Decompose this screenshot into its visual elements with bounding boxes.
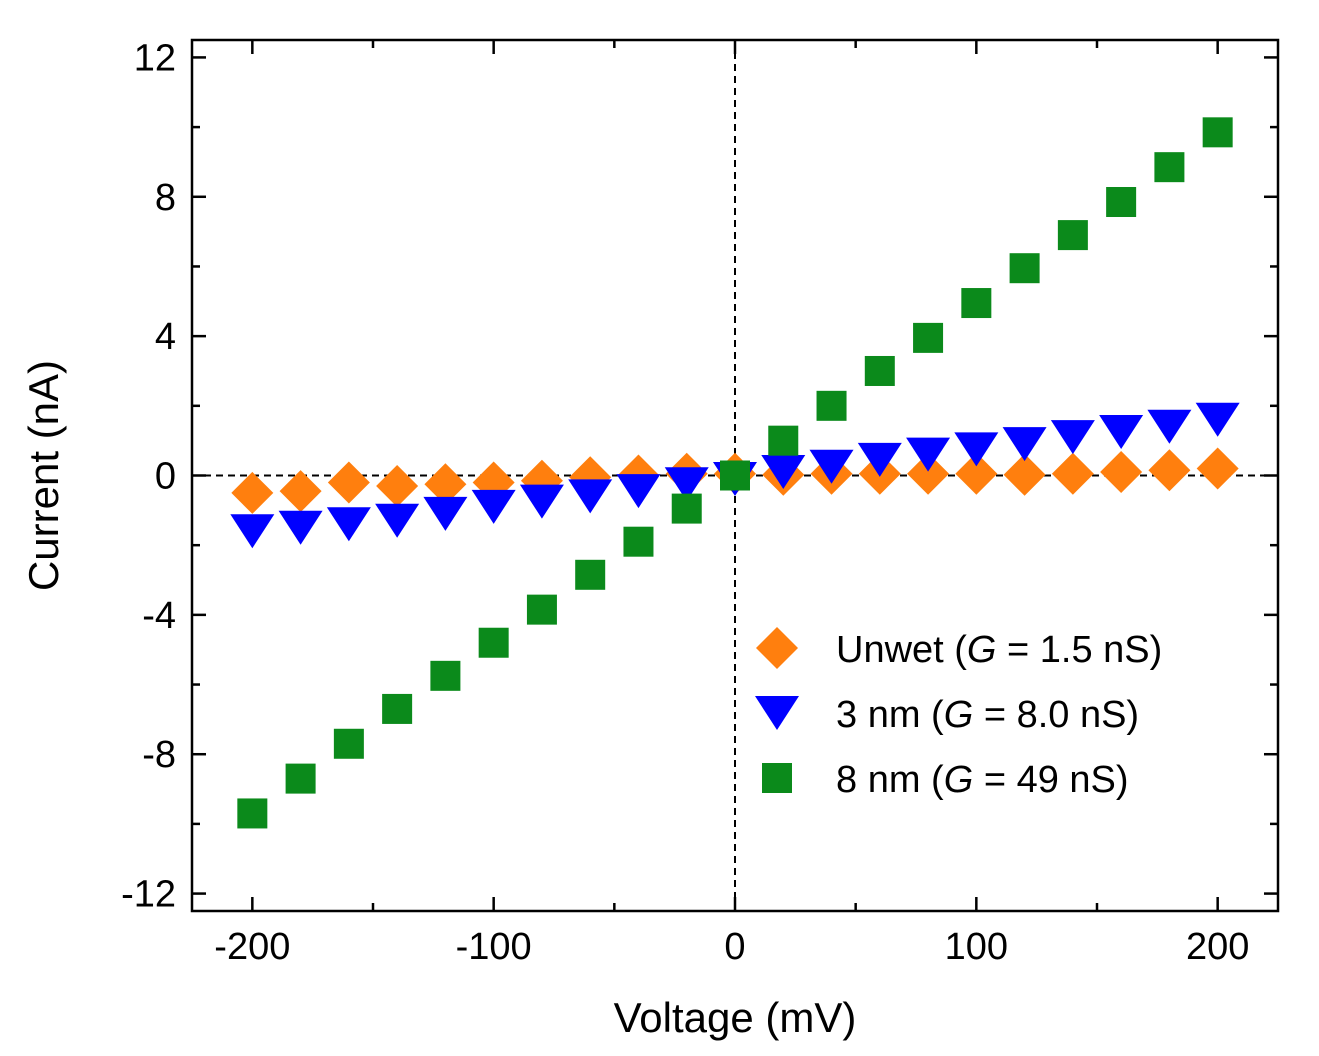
legend-marker-8-nm [762, 763, 792, 793]
data-point-3-nm [1099, 414, 1144, 449]
data-markers [230, 117, 1240, 829]
data-point-3-nm [471, 489, 516, 524]
y-tick-label: -8 [142, 734, 176, 776]
data-point-unwet [327, 461, 370, 504]
y-axis-label: Current (nA) [20, 360, 67, 591]
axis-ticks [192, 40, 1278, 911]
data-point-unwet [424, 463, 467, 506]
legend-g-symbol: G [967, 629, 997, 671]
data-point-unwet [1148, 449, 1191, 492]
data-point-8-nm [1154, 152, 1185, 183]
data-point-3-nm [1002, 427, 1047, 462]
data-point-3-nm [568, 479, 613, 514]
legend: Unwet (G = 1.5 nS)3 nm (G = 8.0 nS)8 nm … [755, 627, 1162, 801]
legend-marker-3-nm [755, 696, 799, 730]
data-point-3-nm [954, 432, 999, 467]
data-point-8-nm [961, 288, 992, 319]
data-point-3-nm [375, 503, 420, 538]
data-point-unwet [279, 470, 322, 513]
legend-label-3-nm: 3 nm (G = 8.0 nS) [836, 694, 1139, 736]
data-point-3-nm [423, 496, 468, 531]
data-point-8-nm [864, 355, 895, 386]
x-tick-label: 100 [945, 926, 1008, 968]
data-point-unwet [1100, 451, 1143, 494]
data-point-8-nm [430, 660, 461, 691]
y-tick-label: -12 [121, 874, 176, 916]
data-point-8-nm [1106, 187, 1137, 218]
data-point-8-nm [333, 728, 364, 759]
data-point-3-nm [1195, 402, 1240, 437]
x-axis-label: Voltage (mV) [614, 994, 857, 1041]
legend-label-prefix: Unwet ( [836, 629, 967, 671]
data-point-3-nm [230, 514, 275, 549]
y-tick-label: 8 [155, 177, 176, 219]
x-tick-label: -200 [214, 926, 290, 968]
data-point-3-nm [1147, 409, 1192, 444]
data-point-3-nm [857, 442, 902, 477]
data-point-8-nm [1057, 220, 1088, 251]
data-point-8-nm [720, 460, 750, 491]
data-point-3-nm [1050, 420, 1095, 455]
data-point-8-nm [237, 798, 268, 829]
legend-label-unwet: Unwet (G = 1.5 nS) [836, 629, 1162, 671]
data-point-8-nm [623, 526, 654, 557]
data-point-8-nm [768, 425, 799, 456]
data-point-8-nm [526, 594, 557, 625]
legend-g-value: = 1.5 nS) [996, 629, 1162, 671]
data-point-8-nm [1202, 117, 1233, 148]
data-point-unwet [955, 452, 998, 495]
data-point-3-nm [761, 455, 806, 490]
y-tick-label: -4 [142, 595, 176, 637]
data-point-3-nm [809, 449, 854, 484]
data-point-3-nm [906, 437, 951, 472]
legend-g-value: = 8.0 nS) [973, 694, 1139, 736]
legend-label-prefix: 3 nm ( [836, 694, 944, 736]
tick-labels: -200 -100 0 100 200 -12 -8 -4 0 4 8 12 [121, 37, 1249, 968]
y-tick-label: 12 [134, 37, 176, 79]
legend-label-8-nm: 8 nm (G = 49 nS) [836, 759, 1129, 801]
legend-g-symbol: G [944, 759, 974, 801]
data-point-unwet [1003, 453, 1046, 496]
y-tick-label: 0 [155, 456, 176, 498]
data-point-3-nm [519, 484, 564, 519]
legend-label-prefix: 8 nm ( [836, 759, 944, 801]
data-point-8-nm [285, 763, 316, 794]
data-point-unwet [1196, 447, 1239, 490]
data-point-3-nm [616, 474, 661, 509]
data-point-unwet [231, 471, 274, 514]
legend-g-value: = 49 nS) [973, 759, 1128, 801]
data-point-8-nm [575, 559, 606, 590]
data-point-8-nm [816, 390, 847, 421]
legend-g-symbol: G [944, 694, 974, 736]
data-point-unwet [907, 452, 950, 495]
data-point-8-nm [382, 693, 413, 724]
data-point-unwet [376, 464, 419, 507]
x-tick-label: 0 [724, 926, 745, 968]
data-point-3-nm [278, 510, 323, 545]
x-tick-label: -100 [456, 926, 532, 968]
data-point-3-nm [326, 507, 371, 542]
data-point-8-nm [913, 322, 944, 353]
legend-marker-unwet [756, 627, 798, 669]
data-point-3-nm [664, 467, 709, 502]
y-tick-label: 4 [155, 316, 176, 358]
data-point-unwet [1051, 452, 1094, 495]
x-tick-label: 200 [1186, 926, 1249, 968]
data-point-8-nm [478, 627, 509, 658]
data-point-8-nm [671, 493, 702, 524]
data-point-8-nm [1009, 253, 1040, 284]
